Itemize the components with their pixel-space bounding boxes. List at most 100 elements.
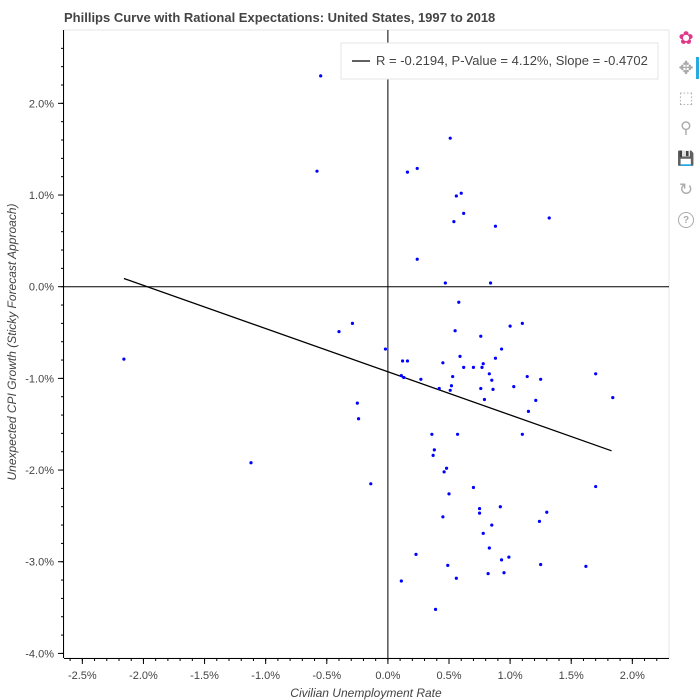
data-point xyxy=(443,281,447,285)
axes xyxy=(61,30,669,661)
data-point xyxy=(447,492,451,496)
data-point xyxy=(545,510,549,514)
data-point xyxy=(459,191,463,195)
box-zoom-icon[interactable]: ⬚ xyxy=(678,90,694,107)
data-point xyxy=(405,359,410,363)
data-point xyxy=(487,372,491,376)
y-tick-label: -4.0% xyxy=(25,648,54,660)
data-point xyxy=(432,448,436,452)
data-point xyxy=(477,511,482,515)
data-point xyxy=(442,470,446,474)
data-point xyxy=(355,401,359,405)
data-point xyxy=(594,484,598,489)
legend: R = -0.2194, P-Value = 4.12%, Slope = -0… xyxy=(340,42,659,80)
data-point xyxy=(414,552,418,557)
data-point xyxy=(419,377,423,381)
data-point xyxy=(594,372,598,376)
data-point xyxy=(488,281,493,285)
data-point xyxy=(507,555,511,559)
data-point xyxy=(430,432,434,436)
data-point xyxy=(405,170,410,174)
x-tick-label: 1.0% xyxy=(498,670,523,682)
pan-icon[interactable]: ✥ xyxy=(678,57,694,78)
x-tick-label: -1.5% xyxy=(190,670,219,682)
data-point xyxy=(526,409,531,413)
data-point xyxy=(369,482,373,486)
data-point xyxy=(611,396,615,400)
help-icon[interactable]: ? xyxy=(676,210,696,230)
data-point xyxy=(499,558,504,562)
data-point xyxy=(449,384,454,388)
save-icon[interactable]: 💾 xyxy=(677,149,695,166)
regression-line xyxy=(123,277,612,452)
data-point xyxy=(415,257,419,261)
data-point xyxy=(319,74,323,78)
active-tool-indicator xyxy=(696,57,699,79)
y-axis-title: Unexpected CPI Growth (Sticky Forecast A… xyxy=(5,204,19,481)
data-point xyxy=(448,388,452,392)
data-point xyxy=(399,374,403,378)
data-point xyxy=(498,505,502,509)
x-axis-ticks: -2.5% -2.0% -1.5% -1.0% -0.5% 0.0% 0.5% 1.0% 1.5… xyxy=(68,658,645,682)
data-point xyxy=(481,362,485,366)
plot-frame xyxy=(63,29,670,659)
data-point xyxy=(480,365,484,369)
bokeh-logo[interactable]: ✿ xyxy=(678,27,694,48)
data-point xyxy=(493,224,498,228)
data-point xyxy=(441,515,445,519)
chart-title: Phillips Curve with Rational Expectation… xyxy=(64,10,495,25)
zero-lines xyxy=(64,30,669,658)
data-point xyxy=(122,357,126,361)
data-point xyxy=(444,466,449,470)
data-point xyxy=(471,485,476,490)
data-point xyxy=(486,572,490,576)
x-tick-label: 1.5% xyxy=(559,670,584,682)
help-glyph: ? xyxy=(678,212,694,228)
x-tick-label: 0.5% xyxy=(436,670,461,682)
x-tick-label: -0.5% xyxy=(312,670,341,682)
data-point xyxy=(512,385,516,389)
wheel-zoom-icon[interactable]: ⚲ xyxy=(680,120,692,137)
x-tick-label: 2.0% xyxy=(620,670,645,682)
x-tick-label: -2.0% xyxy=(129,670,158,682)
data-point xyxy=(431,453,435,457)
data-point xyxy=(520,321,524,325)
data-point xyxy=(525,374,529,379)
x-tick-label: 0.0% xyxy=(375,670,400,682)
data-point xyxy=(539,377,543,381)
data-point xyxy=(437,386,441,391)
data-point xyxy=(454,194,458,198)
data-point xyxy=(490,378,494,382)
data-point xyxy=(415,166,419,171)
y-tick-label: 0.0% xyxy=(29,282,54,294)
data-point xyxy=(249,461,253,465)
data-point xyxy=(433,607,438,612)
y-tick-label: -3.0% xyxy=(25,557,54,569)
data-point xyxy=(356,417,361,421)
reset-icon[interactable]: ↻ xyxy=(678,180,694,199)
legend-label: R = -0.2194, P-Value = 4.12%, Slope = -0… xyxy=(376,53,648,68)
data-point xyxy=(400,359,405,363)
data-point xyxy=(499,347,504,351)
y-tick-label: -1.0% xyxy=(25,373,54,385)
data-point xyxy=(493,356,498,360)
y-tick-label: 1.0% xyxy=(29,190,54,202)
data-point xyxy=(482,397,487,402)
data-point xyxy=(491,387,495,391)
y-tick-label: -2.0% xyxy=(25,465,54,477)
data-point xyxy=(383,347,388,351)
data-point xyxy=(452,220,456,224)
data-point xyxy=(453,329,457,333)
legend-box xyxy=(340,42,659,80)
y-tick-label: 2.0% xyxy=(29,98,54,110)
data-point xyxy=(350,321,355,325)
x-tick-label: -1.0% xyxy=(251,670,280,682)
data-point xyxy=(448,136,452,140)
data-point xyxy=(457,300,461,304)
data-point xyxy=(584,564,588,568)
data-point xyxy=(315,169,319,173)
data-point xyxy=(399,579,403,583)
data-point xyxy=(479,386,483,391)
x-tick-label: -2.5% xyxy=(68,670,97,682)
